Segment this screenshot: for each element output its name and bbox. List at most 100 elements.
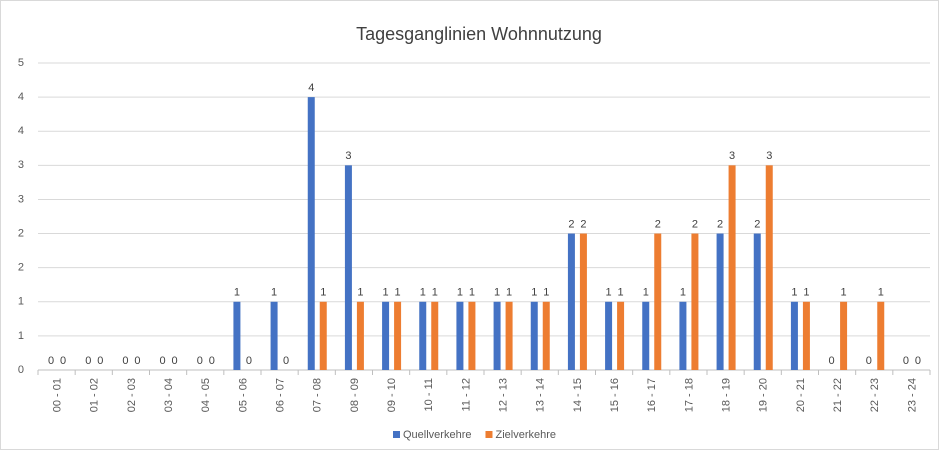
- data-label: 1: [803, 287, 809, 299]
- data-label: 1: [841, 287, 847, 299]
- bar: [716, 233, 724, 370]
- data-label: 0: [903, 355, 909, 367]
- bar: [765, 165, 773, 370]
- x-tick-label: 10 - 11: [423, 378, 435, 411]
- data-label: 2: [580, 218, 586, 230]
- y-tick-label: 5: [18, 57, 24, 69]
- data-label: 1: [494, 287, 500, 299]
- bar: [654, 233, 662, 370]
- bar: [802, 301, 810, 370]
- x-tick-label: 07 - 08: [312, 378, 324, 412]
- bar: [728, 165, 736, 370]
- bar: [307, 97, 315, 370]
- bar: [419, 301, 427, 370]
- x-tick-label: 20 - 21: [795, 378, 807, 412]
- x-tick-label: 02 - 03: [126, 378, 138, 412]
- x-tick-label: 03 - 04: [163, 378, 175, 412]
- data-label: 1: [469, 287, 475, 299]
- legend-swatch: [393, 431, 400, 438]
- data-label: 1: [271, 287, 277, 299]
- data-label: 1: [420, 287, 426, 299]
- data-label: 2: [568, 218, 574, 230]
- chart-title: Tagesganglinien Wohnnutzung: [356, 24, 602, 44]
- x-tick-label: 13 - 14: [535, 378, 547, 412]
- bar: [505, 301, 513, 370]
- x-tick-label: 11 - 12: [460, 378, 472, 411]
- x-tick-label: 23 - 24: [906, 378, 918, 412]
- y-tick-label: 3: [18, 159, 24, 171]
- bar: [877, 301, 885, 370]
- data-label: 1: [618, 287, 624, 299]
- data-label: 1: [791, 287, 797, 299]
- bar: [605, 301, 613, 370]
- bar: [579, 233, 587, 370]
- y-tick-label: 2: [18, 227, 24, 239]
- bar: [530, 301, 538, 370]
- data-label: 1: [606, 287, 612, 299]
- bar: [319, 301, 327, 370]
- bar: [356, 301, 364, 370]
- y-tick-label: 3: [18, 193, 24, 205]
- data-label: 2: [655, 218, 661, 230]
- bar: [468, 301, 476, 370]
- data-label: 0: [209, 355, 215, 367]
- data-label: 1: [357, 287, 363, 299]
- data-label: 0: [246, 355, 252, 367]
- bar: [840, 301, 848, 370]
- x-tick-label: 05 - 06: [237, 378, 249, 412]
- data-label: 0: [197, 355, 203, 367]
- bar: [344, 165, 352, 370]
- x-tick-label: 04 - 05: [200, 378, 212, 412]
- data-label: 2: [717, 218, 723, 230]
- bar: [691, 233, 699, 370]
- data-label: 3: [766, 150, 772, 162]
- bar: [233, 301, 241, 370]
- y-tick-label: 1: [18, 330, 24, 342]
- data-label: 3: [345, 150, 351, 162]
- legend-swatch: [485, 431, 493, 438]
- bar: [679, 301, 687, 370]
- data-label: 1: [643, 287, 649, 299]
- data-label: 1: [506, 287, 512, 299]
- data-label: 1: [383, 287, 389, 299]
- y-tick-label: 4: [18, 125, 24, 137]
- data-label: 2: [754, 218, 760, 230]
- bar: [542, 301, 550, 370]
- x-tick-label: 15 - 16: [609, 378, 621, 412]
- x-tick-label: 16 - 17: [646, 378, 658, 412]
- bar: [431, 301, 439, 370]
- x-tick-label: 06 - 07: [274, 378, 286, 412]
- bar: [493, 301, 501, 370]
- bar: [790, 301, 798, 370]
- bar: [270, 301, 278, 370]
- x-tick-label: 12 - 13: [497, 378, 509, 412]
- x-tick-label: 22 - 23: [869, 378, 881, 412]
- data-label: 1: [543, 287, 549, 299]
- x-tick-label: 08 - 09: [349, 378, 361, 412]
- data-label: 0: [134, 355, 140, 367]
- bar: [394, 301, 402, 370]
- bar: [617, 301, 625, 370]
- y-tick-label: 2: [18, 262, 24, 274]
- x-tick-label: 18 - 19: [720, 378, 732, 412]
- data-label: 0: [60, 355, 66, 367]
- data-label: 1: [680, 287, 686, 299]
- data-label: 0: [283, 355, 289, 367]
- data-label: 1: [320, 287, 326, 299]
- bar: [567, 233, 575, 370]
- data-label: 1: [457, 287, 463, 299]
- data-label: 1: [234, 287, 240, 299]
- data-label: 3: [729, 150, 735, 162]
- data-label: 1: [878, 287, 884, 299]
- data-label: 0: [915, 355, 921, 367]
- bar: [642, 301, 650, 370]
- data-label: 2: [692, 218, 698, 230]
- x-tick-label: 01 - 02: [89, 378, 101, 412]
- bar: [382, 301, 390, 370]
- data-label: 0: [172, 355, 178, 367]
- data-label: 0: [97, 355, 103, 367]
- data-label: 1: [531, 287, 537, 299]
- x-tick-label: 19 - 20: [758, 378, 770, 412]
